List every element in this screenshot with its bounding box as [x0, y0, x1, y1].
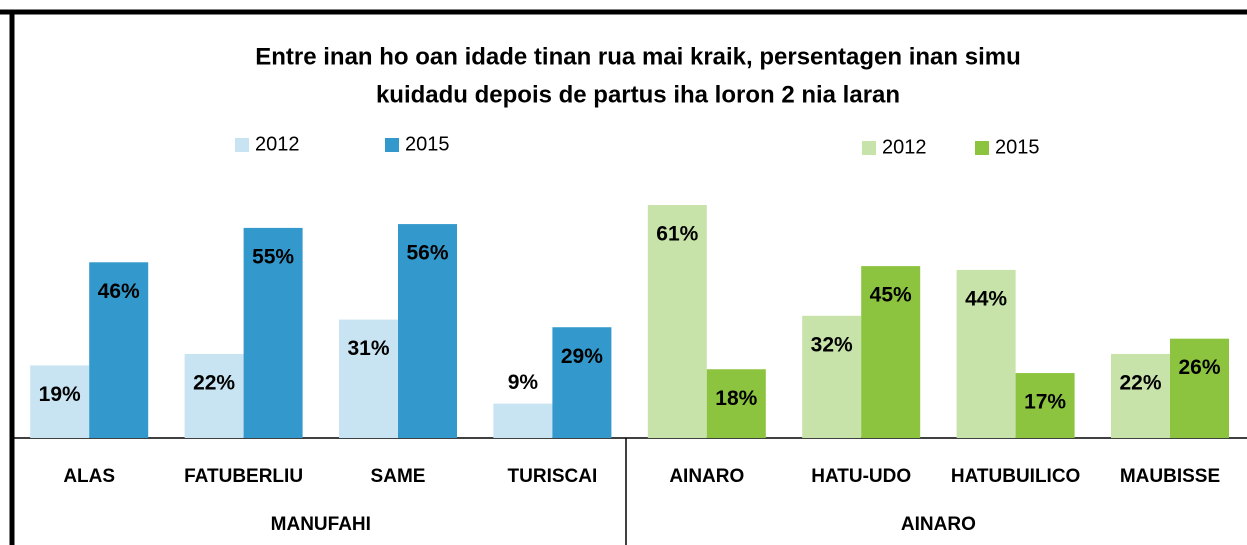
- x-tick-label: HATU-UDO: [811, 466, 911, 487]
- x-tick-label: SAME: [371, 466, 426, 487]
- bar: [802, 315, 862, 438]
- data-label: 26%: [1178, 356, 1220, 379]
- legend-swatch: [385, 138, 399, 152]
- bar: [1015, 373, 1075, 438]
- data-label: 22%: [193, 372, 235, 395]
- bar: [552, 327, 612, 438]
- chart-title: Entre inan ho oan idade tinan rua mai kr…: [255, 43, 1021, 70]
- legend-swatch: [235, 138, 249, 152]
- data-label: 45%: [870, 284, 912, 307]
- bar: [398, 224, 457, 438]
- bar: [184, 353, 244, 438]
- x-tick-label: TURISCAI: [508, 466, 598, 487]
- legend-label: 2015: [995, 136, 1040, 158]
- data-label: 55%: [252, 245, 294, 268]
- data-label: 22%: [1119, 372, 1161, 395]
- chart-title: kuidadu depois de partus iha loron 2 nia…: [376, 81, 900, 108]
- bar: [706, 369, 766, 438]
- data-label: 9%: [508, 371, 539, 394]
- legend-swatch: [862, 141, 876, 155]
- legend-swatch: [975, 141, 989, 155]
- x-tick-label: AINARO: [669, 466, 744, 487]
- legend-label: 2012: [882, 136, 927, 158]
- bar: [1170, 338, 1229, 438]
- data-label: 31%: [347, 337, 389, 360]
- data-label: 19%: [39, 383, 81, 406]
- data-label: 32%: [811, 333, 853, 356]
- bar: [243, 227, 303, 438]
- bar: [956, 269, 1016, 438]
- bar: [647, 204, 707, 438]
- bar: [339, 319, 398, 438]
- legend-label: 2012: [255, 133, 300, 155]
- legend-label: 2015: [405, 133, 450, 155]
- bar: [30, 365, 90, 438]
- data-label: 56%: [406, 242, 448, 265]
- data-label: 61%: [656, 223, 698, 246]
- data-label: 46%: [98, 280, 140, 303]
- bar: [493, 403, 553, 438]
- data-label: 44%: [965, 287, 1007, 310]
- data-label: 17%: [1024, 391, 1066, 414]
- x-tick-label: HATUBUILICO: [951, 466, 1080, 487]
- x-tick-label: FATUBERLIU: [184, 466, 303, 487]
- bar: [89, 262, 149, 438]
- x-tick-label: MAUBISSE: [1120, 466, 1220, 487]
- bar: [1111, 353, 1170, 438]
- data-label: 18%: [715, 387, 757, 410]
- data-label: 29%: [561, 345, 603, 368]
- bar: [861, 266, 921, 438]
- group-label: MANUFAHI: [271, 514, 371, 535]
- group-label: AINARO: [901, 514, 976, 535]
- x-tick-label: ALAS: [63, 466, 115, 487]
